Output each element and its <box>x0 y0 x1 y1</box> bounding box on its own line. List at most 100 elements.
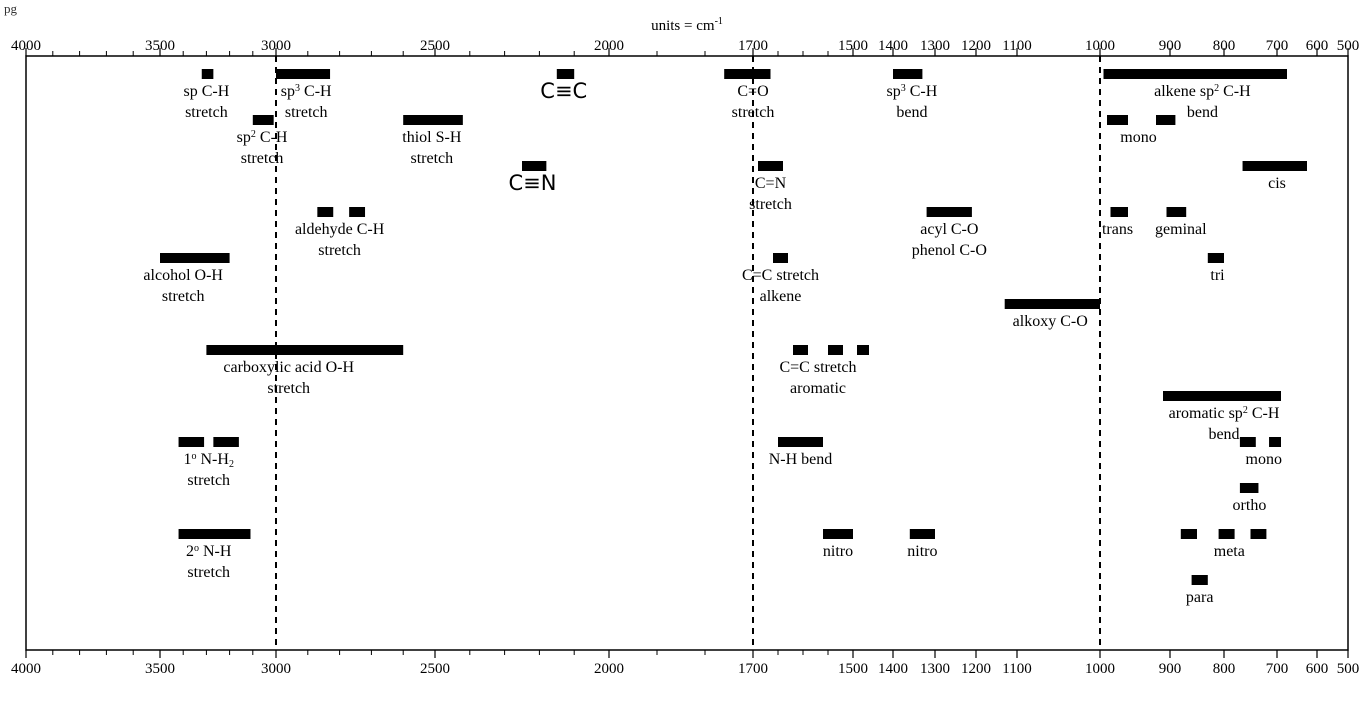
label-part: sp <box>281 83 295 100</box>
label-part: o <box>194 543 199 554</box>
label-part: C-H <box>906 83 938 100</box>
bar-alkene-cc-stretch <box>773 253 788 263</box>
bar-alkene-geminal <box>1166 207 1187 217</box>
bottom-tick-label: 1300 <box>920 661 950 677</box>
bar-secondary-nh <box>178 529 251 539</box>
label-sp3-ch-bend: bend <box>896 104 927 121</box>
bar-sp3-ch-bend <box>893 69 923 79</box>
label-alkoxy-co: alkoxy C-O <box>1013 313 1088 330</box>
top-tick-label: 2500 <box>420 38 450 54</box>
label-nitrile-cn: C≡N <box>508 171 556 195</box>
label-alkene-bend: bend <box>1187 104 1218 121</box>
label-primary-nh: stretch <box>187 472 230 489</box>
label-part: 2 <box>229 459 234 470</box>
bar-alcohol-oh <box>160 253 230 263</box>
label-aromatic-ortho: ortho <box>1233 497 1267 514</box>
label-alkene-tri: tri <box>1210 267 1225 284</box>
bottom-tick-label: 500 <box>1337 661 1360 677</box>
bar-aromatic-mono-2 <box>1269 437 1281 447</box>
bar-aldehyde-1 <box>317 207 334 217</box>
top-tick-label: 700 <box>1266 38 1289 54</box>
bottom-tick-label: 600 <box>1306 661 1329 677</box>
bar-alkoxy-co <box>1004 299 1100 309</box>
label-alcohol-oh: alcohol O-H <box>143 267 223 284</box>
bar-sp3-ch <box>276 69 331 79</box>
bottom-tick-label: 4000 <box>11 661 41 677</box>
page-label: pg <box>4 1 17 16</box>
bottom-tick-label: 700 <box>1266 661 1289 677</box>
axis-label: units = cm-1 <box>651 16 723 34</box>
bar-carbonyl-co <box>724 69 771 79</box>
bar-alkene-bend <box>1103 69 1287 79</box>
bottom-tick-label: 1500 <box>838 661 868 677</box>
label-part: C-H <box>1248 405 1280 422</box>
top-tick-label: 600 <box>1306 38 1329 54</box>
bar-alkene-tri <box>1207 253 1224 263</box>
label-acyl-co: acyl C-O <box>920 221 978 238</box>
label-part: alkene sp <box>1154 83 1214 100</box>
axis-label-superscript: -1 <box>715 16 723 27</box>
bottom-tick-label: 1400 <box>878 661 908 677</box>
label-part: 2 <box>1243 405 1248 416</box>
bar-aromatic-bend <box>1163 391 1281 401</box>
label-aromatic-para: para <box>1186 589 1214 606</box>
plot-frame <box>25 55 1349 651</box>
bar-primary-nh-1 <box>178 437 205 447</box>
label-imine-cn: stretch <box>749 196 792 213</box>
label-aldehyde-ch: aldehyde C-H <box>295 221 385 238</box>
bar-sp2-ch <box>252 115 274 125</box>
label-sp2-ch: sp2 C-H <box>237 129 288 147</box>
top-tick-label: 3000 <box>261 38 291 54</box>
label-nitro-2: nitro <box>907 543 937 560</box>
label-sp-ch: sp C-H <box>184 83 230 100</box>
bottom-tick-label: 1200 <box>961 661 991 677</box>
label-part: 1 <box>184 451 192 468</box>
bar-primary-nh-2 <box>213 437 239 447</box>
bottom-tick-label: 800 <box>1213 661 1236 677</box>
bar-aromatic-cc-1 <box>793 345 808 355</box>
label-alkene-bend: alkene sp2 C-H <box>1154 83 1251 101</box>
top-tick-label: 4000 <box>11 38 41 54</box>
top-tick-label: 1400 <box>878 38 908 54</box>
top-tick-label: 1200 <box>961 38 991 54</box>
bar-aromatic-meta-1 <box>1180 529 1197 539</box>
label-part: 2 <box>1214 83 1219 94</box>
bottom-tick-label: 1700 <box>738 661 768 677</box>
bar-aromatic-mono-1 <box>1239 437 1256 447</box>
bottom-tick-label: 2000 <box>594 661 624 677</box>
label-imine-cn: C=N <box>755 175 787 192</box>
bar-sp-ch <box>201 69 214 79</box>
bottom-tick-label: 3500 <box>145 661 175 677</box>
label-part: 2 <box>186 543 194 560</box>
bar-aromatic-cc-3 <box>857 345 869 355</box>
label-aromatic-mono: mono <box>1246 451 1282 468</box>
bar-nh-bend <box>778 437 823 447</box>
label-alkene-cc-stretch: alkene <box>760 288 802 305</box>
label-part: 3 <box>901 83 906 94</box>
label-aromatic-bend: aromatic sp2 C-H <box>1169 405 1280 423</box>
label-part: 3 <box>295 83 300 94</box>
bottom-tick-label: 1100 <box>1002 661 1031 677</box>
bar-aromatic-para <box>1191 575 1208 585</box>
bar-alkene-mono-2 <box>1156 115 1176 125</box>
label-alkene-cc-stretch: C=C stretch <box>742 267 819 284</box>
bar-carboxylic-oh <box>206 345 404 355</box>
label-alkene-geminal: geminal <box>1155 221 1207 238</box>
label-aromatic-cc: aromatic <box>790 380 846 397</box>
label-aromatic-bend: bend <box>1208 426 1239 443</box>
bar-acyl-co <box>926 207 972 217</box>
label-part: sp <box>237 129 251 146</box>
top-tick-label: 2000 <box>594 38 624 54</box>
label-thiol-sh: thiol S-H <box>402 129 462 146</box>
top-tick-label: 800 <box>1213 38 1236 54</box>
top-tick-label: 500 <box>1337 38 1360 54</box>
top-tick-label: 1700 <box>738 38 768 54</box>
label-part: C-H <box>256 129 288 146</box>
label-alkyne-cc: C≡C <box>540 79 587 103</box>
top-tick-label: 3500 <box>145 38 175 54</box>
label-part: N-H <box>199 543 232 560</box>
bar-aromatic-meta-2 <box>1218 529 1235 539</box>
label-carboxylic-oh: carboxylic acid O-H <box>223 359 354 376</box>
label-sp2-ch: stretch <box>241 150 284 167</box>
